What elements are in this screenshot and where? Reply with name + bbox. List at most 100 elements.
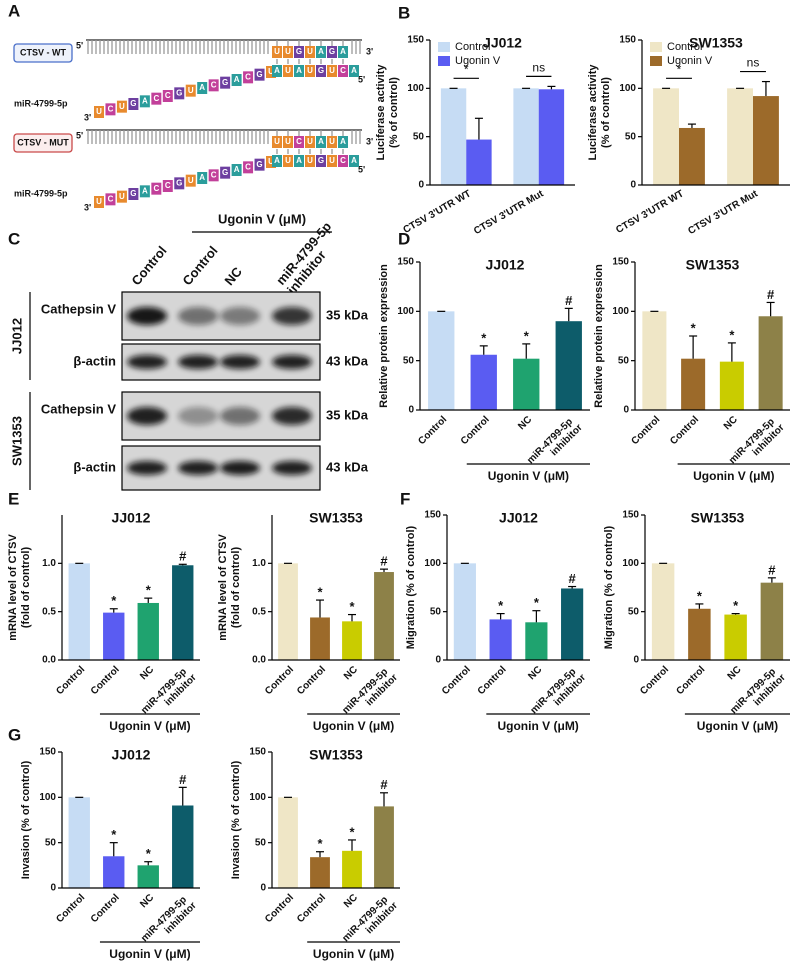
nucleotide: G [176, 178, 182, 187]
bar [453, 563, 476, 660]
significance-mark: * [534, 595, 540, 610]
nucleotide-box [283, 136, 293, 148]
nucleotide: A [318, 47, 324, 56]
y-tick-label: 150 [407, 35, 424, 46]
nucleotide: U [329, 66, 335, 75]
significance-label: ns [747, 56, 760, 70]
lane-label: Control [179, 243, 220, 288]
blot-band [220, 307, 260, 325]
nucleotide-box [128, 188, 139, 200]
nucleotide-box [208, 79, 219, 92]
nucleotide: C [211, 80, 217, 89]
lane-label: NC [221, 264, 245, 288]
panel-label: F [400, 489, 410, 508]
significance-label: * [677, 63, 682, 77]
nucleotide: C [153, 184, 159, 193]
protein-label: β-actin [73, 353, 116, 368]
significance-mark: # [768, 562, 776, 577]
bar [172, 805, 194, 888]
x-tick-label: Control [629, 414, 662, 447]
group-label: Ugonin V (μM) [313, 947, 394, 961]
blot-band [272, 461, 312, 475]
nucleotide-box [338, 65, 348, 77]
nucleotide-box [220, 76, 231, 89]
bar [137, 602, 159, 660]
bar [653, 88, 679, 185]
y-tick-label: 100 [619, 83, 636, 94]
nucleotide: U [268, 67, 274, 76]
nucleotide-box [272, 155, 282, 167]
y-axis-label: Migration (% of control) [405, 525, 417, 649]
bar [278, 563, 298, 660]
y-tick-label: 100 [424, 558, 441, 569]
nucleotide-box [283, 46, 293, 58]
y-tick-label: 0 [260, 883, 266, 894]
y-tick-label: 50 [628, 606, 640, 617]
y-tick-label: 0 [50, 883, 56, 894]
x-tick-label: Control [668, 414, 701, 447]
nucleotide-box [316, 46, 326, 58]
nucleotide-box [185, 84, 196, 97]
construct-box [13, 43, 73, 63]
nucleotide: A [142, 96, 148, 105]
nucleotide: U [307, 47, 313, 56]
nucleotide-box [185, 174, 196, 187]
nucleotide-box [243, 161, 254, 174]
nucleotide: C [340, 66, 346, 75]
nucleotide-box [294, 65, 304, 77]
significance-mark: * [481, 330, 487, 345]
protein-size: 43 kDa [326, 353, 369, 368]
nucleotide: G [256, 160, 262, 169]
nucleotide: C [153, 94, 159, 103]
strand-end: 5' [76, 130, 83, 140]
nucleotide-box [316, 65, 326, 77]
bar [525, 622, 548, 660]
strand-end: 5' [358, 164, 365, 174]
bar [310, 617, 330, 660]
blot-band [220, 407, 260, 425]
bar [642, 311, 667, 410]
x-tick-label: Control [89, 892, 122, 925]
y-axis-label: mRNA level of CTSV [217, 534, 229, 641]
nucleotide-box [349, 155, 359, 167]
blot-band [127, 461, 167, 475]
legend-swatch [438, 42, 450, 52]
nucleotide: C [165, 181, 171, 190]
nucleotide: C [108, 194, 114, 203]
chart-title: SW1353 [309, 510, 363, 526]
bar [513, 358, 540, 410]
nucleotide: A [351, 66, 357, 75]
y-tick-label: 150 [622, 510, 639, 521]
y-tick-label: 50 [413, 131, 425, 142]
y-tick-label: 50 [625, 131, 637, 142]
y-tick-label: 0 [633, 655, 639, 666]
nucleotide-box [174, 87, 185, 100]
x-tick-label: Control [263, 892, 296, 925]
nucleotide: A [234, 165, 240, 174]
y-tick-label: 150 [397, 257, 414, 268]
nucleotide: A [199, 83, 205, 92]
bar [172, 565, 194, 660]
nucleotide: U [307, 66, 313, 75]
y-tick-label: 100 [249, 792, 266, 803]
panel-label: C [8, 229, 20, 248]
protein-size: 35 kDa [326, 307, 369, 322]
nucleotide-box [305, 136, 315, 148]
significance-mark: * [524, 328, 530, 343]
nucleotide: C [340, 156, 346, 165]
legend-swatch [438, 56, 450, 66]
nucleotide: A [142, 186, 148, 195]
bar [470, 354, 497, 410]
nucleotide: U [307, 156, 313, 165]
nucleotide-box [208, 169, 219, 182]
nucleotide-box [272, 136, 282, 148]
bar [374, 806, 394, 888]
y-tick-label: 100 [612, 306, 629, 317]
group-label: Ugonin V (μM) [488, 469, 569, 483]
nucleotide-box [116, 190, 127, 203]
significance-mark: # [767, 287, 775, 302]
group-label: Ugonin V (μM) [218, 211, 306, 226]
y-tick-label: 150 [249, 747, 266, 758]
nucleotide: G [318, 156, 324, 165]
nucleotide: U [329, 137, 335, 146]
